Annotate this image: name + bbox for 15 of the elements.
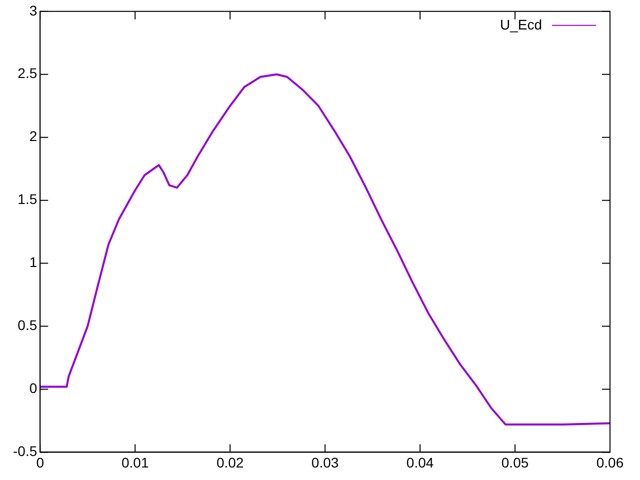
y-tick-label: 2 (29, 128, 38, 144)
y-tick-label: -0.5 (13, 443, 38, 460)
y-tick-label: 0 (29, 380, 38, 396)
y-tick-label: 2.5 (18, 65, 38, 82)
x-tick-label: 0.05 (501, 454, 529, 470)
y-tick-label: 0.5 (18, 317, 38, 334)
x-tick-label: 0.01 (121, 454, 149, 470)
y-tick-label: 1 (29, 254, 38, 270)
y-tick-label: 1.5 (18, 191, 38, 208)
x-tick-label: 0.03 (311, 454, 339, 470)
y-tick-label: 3 (29, 2, 38, 18)
x-tick-label: 0.06 (596, 454, 624, 470)
x-tick-label: 0.04 (406, 454, 434, 470)
legend-label: U_Ecd (500, 16, 542, 32)
x-tick-label: 0.02 (216, 454, 244, 470)
